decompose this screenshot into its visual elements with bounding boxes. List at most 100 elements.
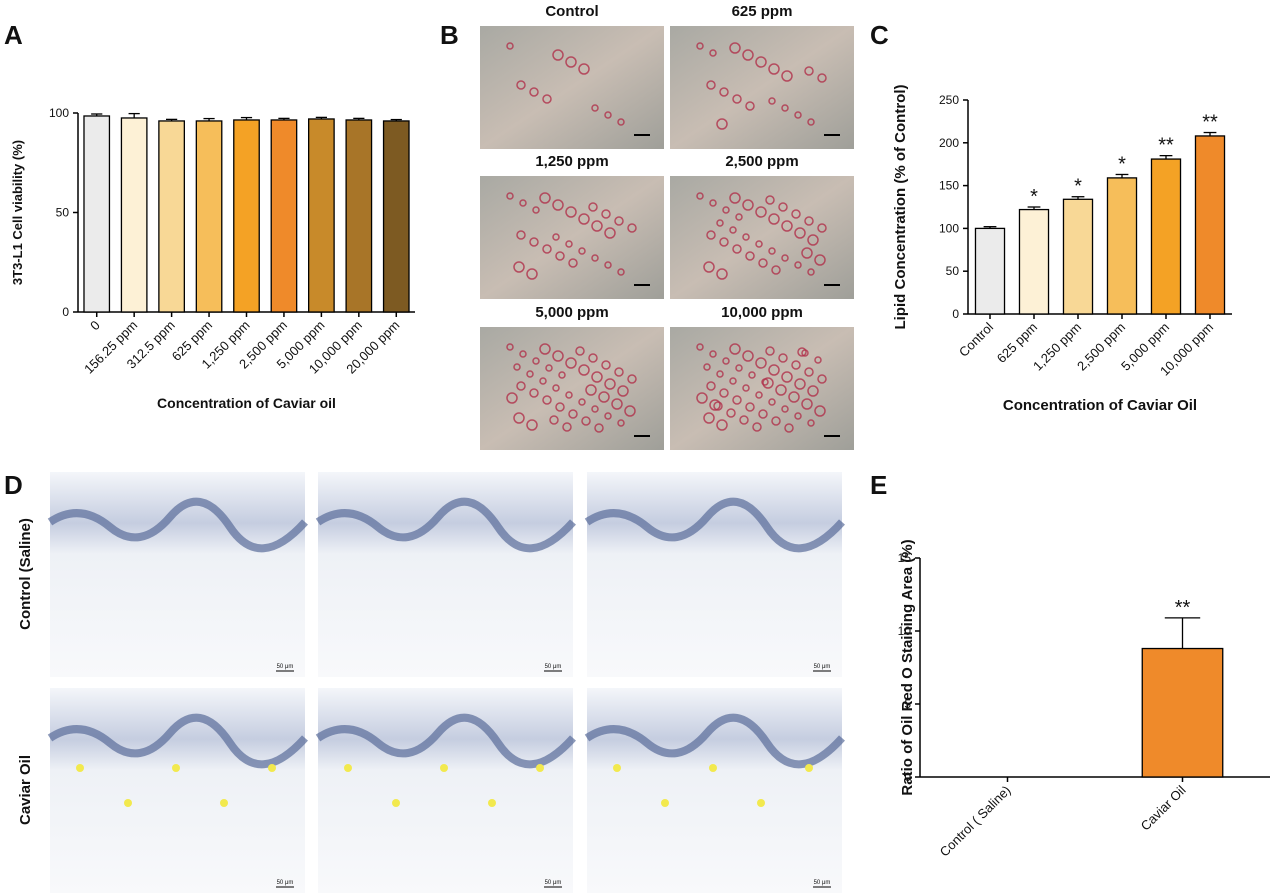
- significance: **: [1202, 112, 1218, 134]
- bar: [233, 119, 260, 313]
- lipid-droplet: [696, 192, 704, 200]
- epidermis: [315, 713, 576, 769]
- lipid-droplet: [729, 226, 737, 234]
- lipid-droplet: [768, 97, 776, 105]
- lipid-droplet: [578, 63, 590, 75]
- lipid-droplet: [732, 395, 742, 405]
- image-label: 2,500 ppm: [725, 153, 798, 170]
- lipid-droplet: [591, 371, 603, 383]
- micrograph: [670, 26, 854, 149]
- lipid-droplet: [539, 343, 551, 355]
- lipid-droplet: [706, 230, 716, 240]
- lipid-droplet: [804, 216, 814, 226]
- lipid-droplet: [604, 378, 616, 390]
- lipid-droplet: [791, 209, 801, 219]
- epidermis: [584, 713, 845, 769]
- lipid-droplet: [709, 399, 721, 411]
- lipid-droplet: [513, 261, 525, 273]
- y-tick-label: 10: [898, 624, 912, 638]
- x-axis-title: Concentration of Caviar oil: [157, 395, 336, 411]
- lipid-droplet: [617, 385, 629, 397]
- y-axis-title: Lipid Concentration (% of Control): [892, 85, 909, 330]
- lipid-droplet: [591, 220, 603, 232]
- lipid-droplet: [742, 350, 754, 362]
- histology: [318, 688, 573, 893]
- lipid-droplet: [552, 384, 560, 392]
- lipid-droplet: [594, 423, 604, 433]
- micrograph: [670, 176, 854, 299]
- lipid-droplet: [739, 415, 749, 425]
- lipid-droplet: [781, 405, 789, 413]
- panel-label: E: [870, 470, 887, 500]
- panel-label: D: [4, 470, 23, 500]
- lipid-droplet: [519, 199, 527, 207]
- lipid-droplet: [696, 42, 704, 50]
- lipid-droplet: [768, 213, 780, 225]
- lipid-droplet: [604, 111, 612, 119]
- epidermis: [315, 497, 576, 553]
- lipid-droplet: [726, 408, 736, 418]
- lipid-droplet: [797, 347, 807, 357]
- histology: [50, 688, 305, 893]
- lipid-droplet: [552, 233, 560, 241]
- lipid-droplet: [706, 381, 716, 391]
- lipid-droplet: [788, 391, 800, 403]
- lipid-droplet: [706, 80, 716, 90]
- lipid-droplet: [716, 219, 724, 227]
- lipid-droplet: [614, 216, 624, 226]
- lipid-droplet: [748, 371, 756, 379]
- epidermis: [47, 713, 308, 769]
- lipid-droplet: [526, 268, 538, 280]
- lipid-droplet: [755, 56, 767, 68]
- y-tick-label: 200: [939, 136, 959, 150]
- significance: **: [1158, 135, 1174, 157]
- lipid-droplet: [719, 237, 729, 247]
- panel-label: C: [870, 20, 889, 50]
- y-axis-title: 3T3-L1 Cell viability (%): [10, 140, 25, 285]
- lipid-droplet: [794, 378, 806, 390]
- histology: [587, 472, 842, 677]
- lipid-droplet: [627, 223, 637, 233]
- epidermis: [584, 497, 845, 553]
- lipid-droplet: [506, 392, 518, 404]
- lipid-droplet: [755, 240, 763, 248]
- lipid-droplet: [526, 370, 534, 378]
- lipid-droplet: [578, 213, 590, 225]
- scale-bar-label: 50 μm: [814, 880, 831, 886]
- lipid-droplet: [807, 118, 815, 126]
- lipid-droplet: [729, 192, 741, 204]
- significance: *: [1074, 176, 1082, 198]
- lipid-droplet: [581, 416, 591, 426]
- y-tick-label: 100: [939, 221, 959, 235]
- lipid-droplet: [755, 206, 767, 218]
- lipid-droplet: [755, 357, 767, 369]
- lipid-droplet: [758, 258, 768, 268]
- lipid-droplet: [516, 230, 526, 240]
- lipid-droplet: [555, 402, 565, 412]
- bar: [83, 115, 111, 313]
- panel-label: B: [440, 20, 459, 50]
- lipid-droplet: [696, 392, 708, 404]
- micrograph: [480, 26, 664, 149]
- lipid-droplet: [794, 261, 802, 269]
- lipid-droplet: [768, 398, 776, 406]
- lipid-droplet: [817, 374, 827, 384]
- x-tick-label: Control: [956, 319, 996, 359]
- lipid-droplet: [742, 233, 750, 241]
- lipid-droplet: [768, 63, 780, 75]
- row-label: Control (Saline): [17, 518, 34, 630]
- lipid-droplet: [716, 419, 728, 431]
- lipid-droplet: [611, 398, 623, 410]
- lipid-droplet: [552, 350, 564, 362]
- image-label: 625 ppm: [732, 3, 793, 20]
- bar: [1062, 198, 1094, 315]
- lipid-droplet: [801, 349, 809, 357]
- bar: [1150, 158, 1182, 315]
- lipid-droplet: [784, 423, 794, 433]
- lipid-droplet: [565, 240, 573, 248]
- lipid-droplet: [703, 363, 711, 371]
- lipid-droplet: [732, 94, 742, 104]
- lipid-droplet: [781, 371, 793, 383]
- lipid-droplet: [542, 94, 552, 104]
